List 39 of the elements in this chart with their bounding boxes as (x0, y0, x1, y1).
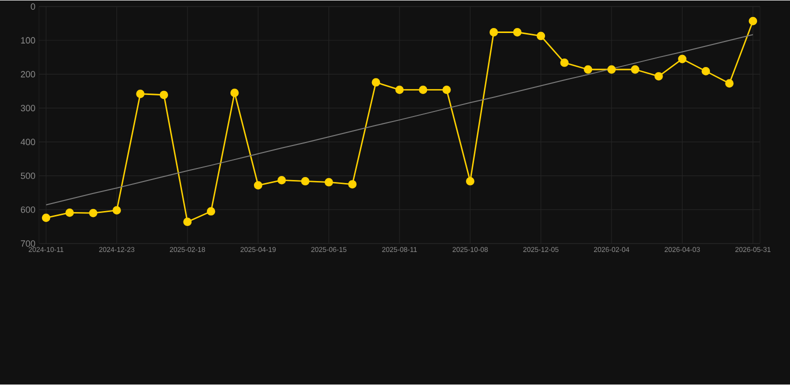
point (630, 66, 640, 74)
point (112, 206, 121, 215)
y-tick-label: 200 (20, 71, 36, 78)
point (678, 55, 686, 64)
point (65, 208, 74, 218)
point (702, 67, 710, 76)
point (301, 177, 310, 186)
point (560, 58, 569, 68)
y-tick-label: 100 (21, 37, 36, 44)
point (442, 86, 451, 94)
y-tick-label: 400 (20, 138, 36, 146)
point (183, 218, 192, 226)
point (466, 177, 474, 186)
point (206, 207, 216, 216)
y-tick-label: 500 (20, 172, 36, 180)
point (513, 28, 522, 37)
point (490, 28, 498, 37)
point (536, 32, 546, 40)
point (348, 180, 357, 189)
y-tick-label: 600 (20, 206, 36, 214)
point (395, 86, 404, 94)
y-tick-label: 300 (20, 105, 36, 112)
point (42, 214, 50, 222)
y-tick-label: 0 (30, 4, 36, 10)
point (725, 79, 734, 88)
point (88, 209, 98, 218)
point (136, 90, 145, 98)
point (160, 90, 168, 100)
point (584, 66, 592, 74)
y-tick-label: 700 (20, 240, 36, 247)
point (324, 178, 334, 187)
point (748, 17, 758, 26)
point (230, 88, 239, 98)
point (418, 86, 428, 94)
point (277, 176, 286, 185)
point (372, 78, 380, 87)
point (654, 72, 663, 81)
point (607, 66, 616, 74)
point (254, 181, 262, 190)
